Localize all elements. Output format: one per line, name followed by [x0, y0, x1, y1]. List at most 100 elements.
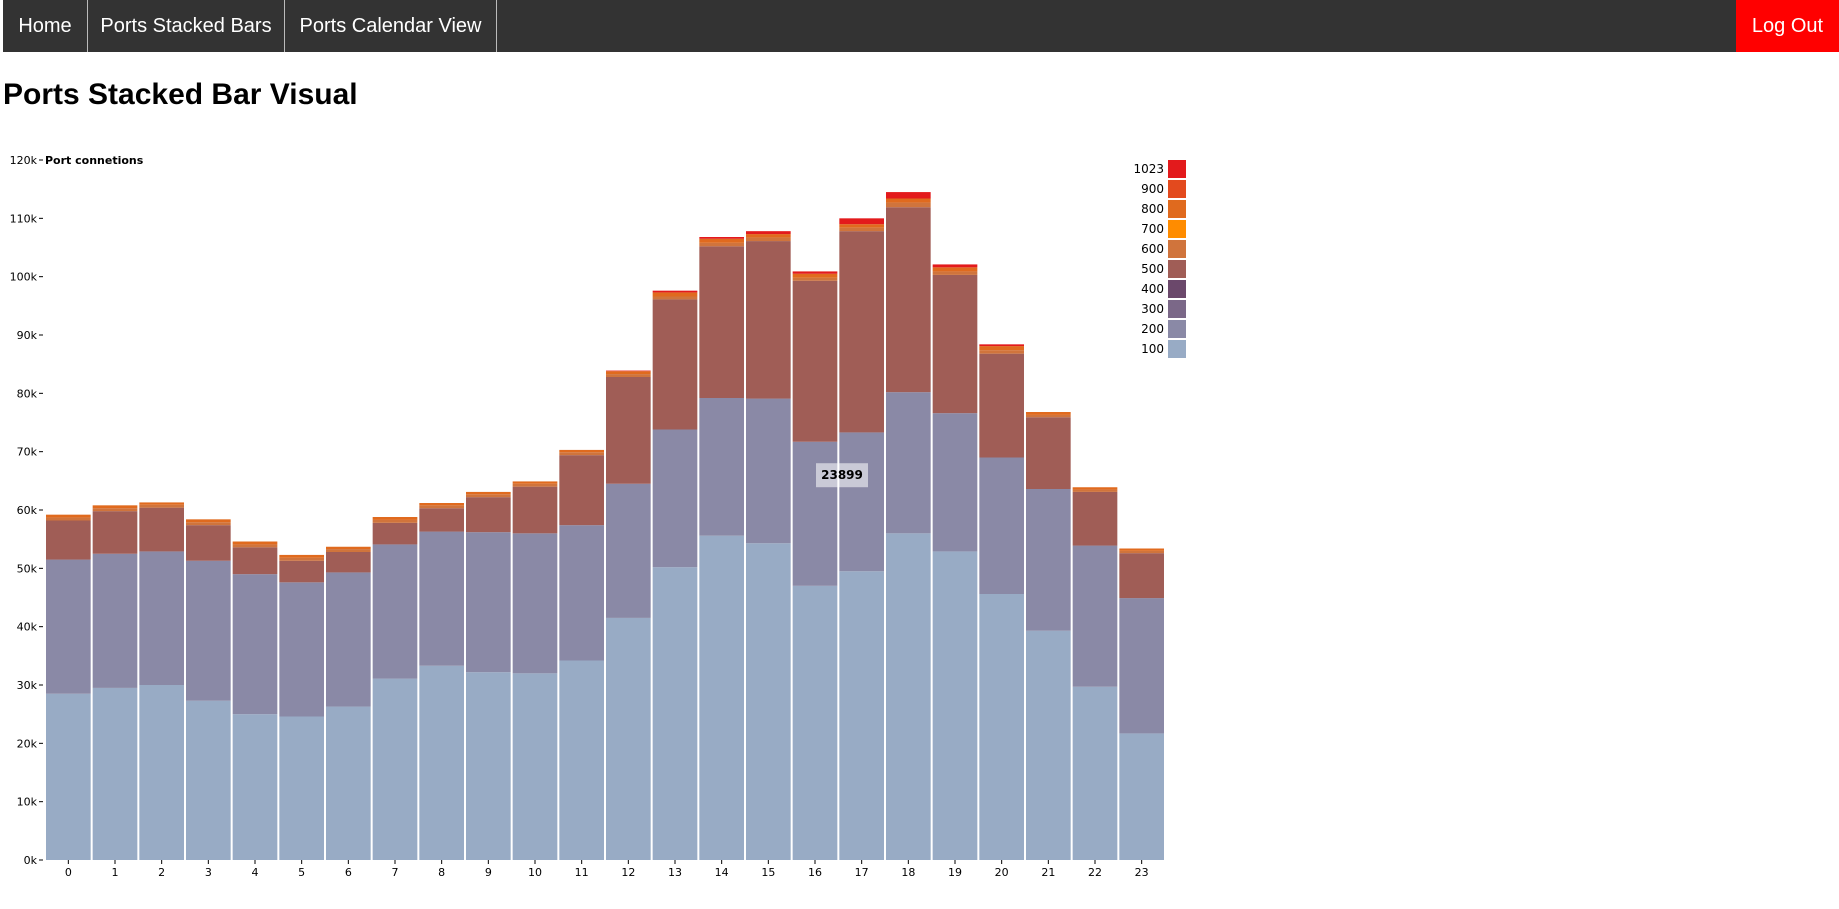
- bar-segment-800[interactable]: [839, 224, 884, 228]
- bar-segment-100[interactable]: [186, 700, 231, 860]
- bar-segment-600[interactable]: [326, 549, 371, 552]
- bar-segment-100[interactable]: [419, 665, 464, 860]
- bar-segment-800[interactable]: [1072, 487, 1118, 490]
- bar-segment-800[interactable]: [232, 541, 278, 545]
- logout-button[interactable]: Log Out: [1736, 0, 1839, 52]
- bar-segment-600[interactable]: [559, 452, 604, 456]
- bar-segment-800[interactable]: [1119, 548, 1164, 551]
- bar-segment-200[interactable]: [652, 429, 698, 568]
- bar-segment-500[interactable]: [979, 353, 1024, 458]
- bar-segment-1023[interactable]: [792, 271, 838, 274]
- bar-segment-800[interactable]: [139, 502, 184, 505]
- bar-segment-800[interactable]: [699, 238, 744, 243]
- bar-segment-500[interactable]: [886, 207, 931, 393]
- bar-segment-600[interactable]: [746, 237, 791, 242]
- bar-segment-200[interactable]: [1119, 598, 1164, 734]
- bar-segment-200[interactable]: [979, 457, 1024, 595]
- bar-segment-600[interactable]: [279, 557, 324, 561]
- bar-segment-100[interactable]: [139, 685, 184, 860]
- bar-segment-600[interactable]: [512, 483, 558, 487]
- bar-segment-200[interactable]: [326, 572, 371, 707]
- bar-segment-200[interactable]: [139, 551, 184, 685]
- bar-segment-100[interactable]: [652, 567, 698, 860]
- bar-segment-200[interactable]: [46, 559, 91, 694]
- bar-segment-500[interactable]: [1026, 417, 1071, 489]
- bar-segment-200[interactable]: [606, 483, 651, 618]
- bar-segment-100[interactable]: [466, 672, 511, 860]
- nav-ports-calendar-view-link[interactable]: Ports Calendar View: [285, 0, 497, 52]
- bar-segment-500[interactable]: [1119, 553, 1164, 599]
- bar-segment-500[interactable]: [419, 508, 464, 532]
- bar-segment-1023[interactable]: [652, 290, 698, 293]
- bar-segment-600[interactable]: [699, 242, 744, 247]
- bar-segment-1023[interactable]: [746, 231, 791, 235]
- bar-segment-200[interactable]: [372, 544, 418, 679]
- bar-segment-100[interactable]: [46, 693, 91, 860]
- bar-segment-600[interactable]: [46, 517, 91, 521]
- bar-segment-600[interactable]: [232, 544, 278, 548]
- bar-segment-600[interactable]: [419, 505, 464, 509]
- bar-segment-100[interactable]: [92, 687, 138, 860]
- bar-segment-600[interactable]: [606, 374, 651, 377]
- bar-segment-500[interactable]: [279, 560, 324, 583]
- bar-segment-800[interactable]: [1026, 412, 1071, 415]
- bar-segment-100[interactable]: [746, 543, 791, 860]
- bar-segment-100[interactable]: [839, 571, 884, 860]
- bar-segment-200[interactable]: [699, 398, 744, 536]
- bar-segment-1023[interactable]: [606, 370, 651, 372]
- bar-segment-500[interactable]: [372, 522, 418, 545]
- bar-segment-100[interactable]: [279, 716, 324, 861]
- bar-segment-200[interactable]: [932, 413, 978, 552]
- bar-segment-200[interactable]: [186, 560, 231, 701]
- bar-segment-200[interactable]: [279, 582, 324, 717]
- bar-segment-600[interactable]: [979, 350, 1024, 354]
- bar-segment-200[interactable]: [466, 532, 511, 673]
- bar-segment-200[interactable]: [559, 525, 604, 661]
- bar-segment-600[interactable]: [932, 271, 978, 275]
- bar-segment-200[interactable]: [886, 392, 931, 534]
- bar-segment-1023[interactable]: [839, 218, 884, 225]
- bar-segment-500[interactable]: [326, 552, 371, 573]
- bar-segment-200[interactable]: [512, 533, 558, 674]
- bar-segment-600[interactable]: [92, 508, 138, 512]
- bar-segment-500[interactable]: [839, 231, 884, 433]
- bar-segment-800[interactable]: [326, 546, 371, 550]
- bar-segment-100[interactable]: [886, 533, 931, 860]
- bar-segment-800[interactable]: [652, 292, 698, 297]
- bar-segment-500[interactable]: [699, 246, 744, 398]
- bar-segment-500[interactable]: [466, 497, 511, 533]
- bar-segment-600[interactable]: [139, 504, 184, 508]
- bar-segment-100[interactable]: [932, 551, 978, 860]
- bar-segment-1023[interactable]: [932, 264, 978, 268]
- bar-segment-100[interactable]: [559, 660, 604, 861]
- bar-segment-100[interactable]: [792, 585, 838, 860]
- bar-segment-600[interactable]: [1026, 414, 1071, 418]
- bar-segment-600[interactable]: [466, 494, 511, 498]
- bar-segment-1023[interactable]: [979, 344, 1024, 347]
- bar-segment-200[interactable]: [746, 398, 791, 544]
- bar-segment-100[interactable]: [699, 535, 744, 860]
- bar-segment-500[interactable]: [139, 507, 184, 552]
- bar-segment-500[interactable]: [232, 547, 278, 575]
- bar-segment-600[interactable]: [1119, 550, 1164, 554]
- bar-segment-500[interactable]: [92, 511, 138, 554]
- bar-segment-800[interactable]: [279, 554, 324, 558]
- bar-segment-600[interactable]: [652, 296, 698, 300]
- bar-segment-600[interactable]: [186, 522, 231, 526]
- bar-segment-500[interactable]: [792, 280, 838, 442]
- bar-segment-800[interactable]: [559, 449, 604, 453]
- bar-segment-100[interactable]: [1026, 630, 1071, 860]
- bar-segment-100[interactable]: [512, 673, 558, 860]
- nav-home-link[interactable]: Home: [3, 0, 88, 52]
- bar-segment-1023[interactable]: [886, 192, 931, 199]
- bar-segment-100[interactable]: [326, 706, 371, 860]
- bar-segment-600[interactable]: [839, 227, 884, 232]
- bar-segment-800[interactable]: [46, 514, 91, 518]
- bar-segment-100[interactable]: [232, 714, 278, 860]
- bar-segment-500[interactable]: [606, 377, 651, 484]
- bar-segment-600[interactable]: [1072, 489, 1118, 492]
- bar-segment-800[interactable]: [186, 519, 231, 523]
- bar-segment-500[interactable]: [559, 455, 604, 526]
- bar-segment-100[interactable]: [1072, 686, 1118, 860]
- bar-segment-500[interactable]: [512, 486, 558, 534]
